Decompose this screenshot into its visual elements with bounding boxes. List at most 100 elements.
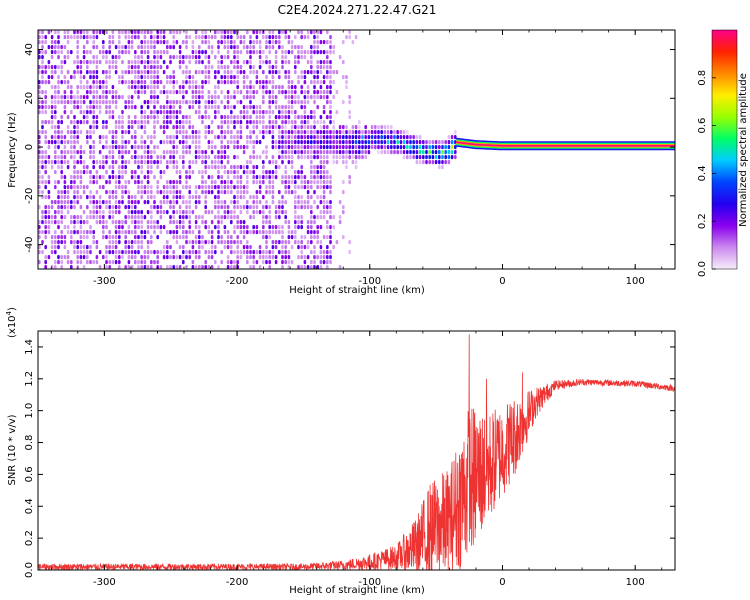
heatmap-cell (73, 225, 76, 230)
heatmap-cell (271, 240, 275, 245)
heatmap-cell (409, 140, 412, 145)
heatmap-cell (150, 215, 153, 220)
heatmap-cell (41, 215, 44, 220)
heatmap-cell (297, 50, 300, 55)
heatmap-cell (108, 200, 111, 205)
heatmap-cell (38, 250, 41, 255)
heatmap-cell (268, 170, 271, 175)
heatmap-cell (450, 145, 454, 150)
heatmap-cell (140, 155, 143, 160)
heatmap-cell (146, 180, 150, 185)
heatmap-cell (44, 185, 47, 190)
heatmap-cell (44, 155, 47, 160)
heatmap-cell (118, 255, 121, 260)
heatmap-cell (265, 260, 268, 265)
heatmap-cell (306, 155, 310, 160)
heatmap-cell (242, 80, 246, 85)
heatmap-cell (178, 85, 182, 90)
heatmap-cell (319, 80, 323, 85)
heatmap-cell (188, 210, 191, 215)
heatmap-cell (79, 235, 83, 240)
heatmap-cell (169, 200, 172, 205)
heatmap-cell (274, 140, 278, 145)
heatmap-cell (169, 90, 172, 95)
heatmap-cell (76, 70, 79, 75)
heatmap-cell (66, 190, 70, 195)
heatmap-cell (207, 210, 211, 215)
heatmap-cell (239, 125, 243, 130)
heatmap-cell (127, 115, 131, 120)
heatmap-cell (143, 140, 147, 145)
heatmap-cell (258, 230, 262, 235)
heatmap-cell (146, 250, 150, 255)
heatmap-cell (38, 110, 41, 115)
heatmap-cell (153, 145, 156, 150)
heatmap-cell (150, 85, 153, 90)
heatmap-cell (63, 255, 67, 260)
heatmap-cell (300, 90, 303, 95)
heatmap-cell (175, 160, 179, 165)
heatmap-cell (92, 210, 95, 215)
heatmap-cell (281, 150, 284, 155)
heatmap-cell (82, 165, 86, 170)
heatmap-cell (236, 80, 239, 85)
heatmap-cell (348, 110, 351, 115)
heatmap-cell (188, 185, 191, 190)
heatmap-cell (127, 225, 131, 230)
heatmap-cell (252, 95, 255, 100)
heatmap-cell (57, 220, 60, 225)
heatmap-cell (361, 130, 364, 135)
heatmap-cell (185, 175, 188, 180)
heatmap-cell (169, 155, 172, 160)
heatmap-cell (166, 230, 169, 235)
heatmap-cell (60, 65, 63, 70)
heatmap-cell (54, 100, 57, 105)
heatmap-cell (268, 105, 271, 110)
heatmap-cell (210, 175, 214, 180)
heatmap-cell (271, 250, 275, 255)
heatmap-cell (252, 40, 255, 45)
heatmap-cell (258, 40, 262, 45)
heatmap-cell (284, 75, 287, 80)
heatmap-cell (313, 245, 316, 250)
heatmap-cell (338, 150, 342, 155)
heatmap-cell (108, 50, 111, 55)
heatmap-cell (98, 200, 102, 205)
heatmap-cell (230, 130, 233, 135)
heatmap-cell (294, 145, 297, 150)
heatmap-cell (121, 175, 124, 180)
heatmap-cell (60, 60, 63, 65)
heatmap-cell (162, 35, 166, 40)
heatmap-cell (361, 135, 364, 140)
heatmap-cell (348, 30, 351, 35)
heatmap-cell (47, 230, 51, 235)
heatmap-cell (364, 125, 367, 130)
heatmap-cell (127, 60, 131, 65)
heatmap-cell (82, 150, 86, 155)
heatmap-cell (134, 115, 137, 120)
heatmap-cell (47, 205, 51, 210)
heatmap-cell (191, 260, 195, 265)
heatmap-cell (102, 210, 105, 215)
heatmap-cell (47, 225, 51, 230)
heatmap-cell (290, 50, 294, 55)
heatmap-cell (111, 95, 115, 100)
heatmap-cell (130, 60, 134, 65)
heatmap-cell (290, 85, 294, 90)
heatmap-cell (124, 245, 127, 250)
heatmap-cell (150, 115, 153, 120)
heatmap-cell (297, 140, 300, 145)
heatmap-cell (41, 70, 44, 75)
heatmap-cell (198, 85, 201, 90)
heatmap-cell (105, 145, 108, 150)
heatmap-cell (89, 250, 92, 255)
heatmap-cell (95, 85, 99, 90)
heatmap-cell (134, 90, 137, 95)
heatmap-cell (351, 135, 355, 140)
heatmap-cell (351, 125, 355, 130)
heatmap-cell (66, 255, 70, 260)
heatmap-cell (150, 185, 153, 190)
heatmap-cell (102, 125, 105, 130)
heatmap-cell (252, 45, 255, 50)
heatmap-cell (345, 155, 348, 160)
